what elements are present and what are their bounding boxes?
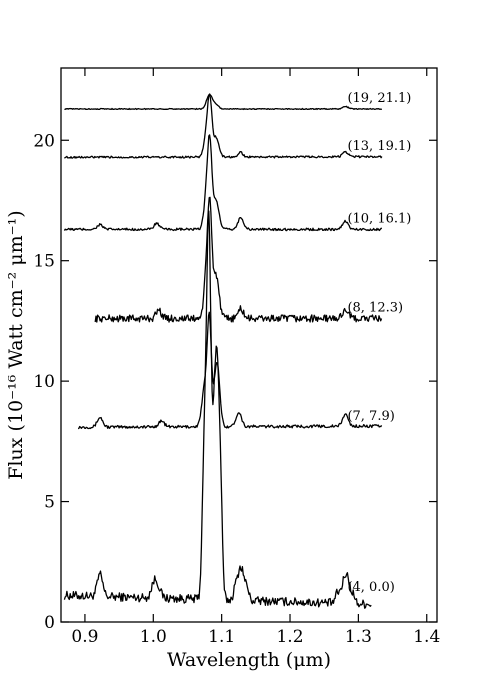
spectrum-line [64, 93, 383, 159]
spectrum-label: (19, 21.1) [347, 91, 411, 106]
y-tick-label: 10 [33, 372, 55, 392]
spectrum-line [94, 196, 383, 323]
x-tick-label: 0.9 [71, 627, 98, 647]
x-tick-label: 1.4 [413, 627, 440, 647]
axes-layer: 0.9 1.0 1.1 1.2 1.3 1.4 0 5 10 15 20 [33, 67, 440, 647]
spectrum-label: (4, 0.0) [347, 580, 394, 595]
y-tick-label: 5 [44, 493, 55, 513]
y-axis-title: Flux (10⁻¹⁶ Watt cm⁻² μm⁻¹) [5, 210, 27, 479]
spectrum-label: (8, 12.3) [347, 301, 403, 316]
x-axis-title: Wavelength (μm) [167, 649, 331, 671]
y-tick-label: 0 [44, 613, 55, 633]
spectrum-label: (13, 19.1) [347, 139, 411, 154]
series-layer: (4, 0.0) (7, 7.9) (8, 12.3) (10, 16.1) (13, … [63, 91, 411, 609]
spectrum-line [63, 210, 372, 609]
x-tick-label: 1.2 [276, 627, 303, 647]
spectrum-line [64, 93, 383, 111]
y-tick-label: 20 [33, 131, 55, 151]
x-tick-label: 1.3 [345, 627, 372, 647]
x-tick-label: 1.0 [140, 627, 167, 647]
spectrum-line [63, 134, 383, 232]
spectrum-label: (10, 16.1) [347, 211, 411, 226]
y-tick-label: 15 [33, 252, 55, 272]
plot-frame [60, 67, 438, 623]
spectrum-line [77, 311, 383, 430]
spectrum-label: (7, 7.9) [347, 409, 394, 424]
x-tick-label: 1.1 [208, 627, 235, 647]
